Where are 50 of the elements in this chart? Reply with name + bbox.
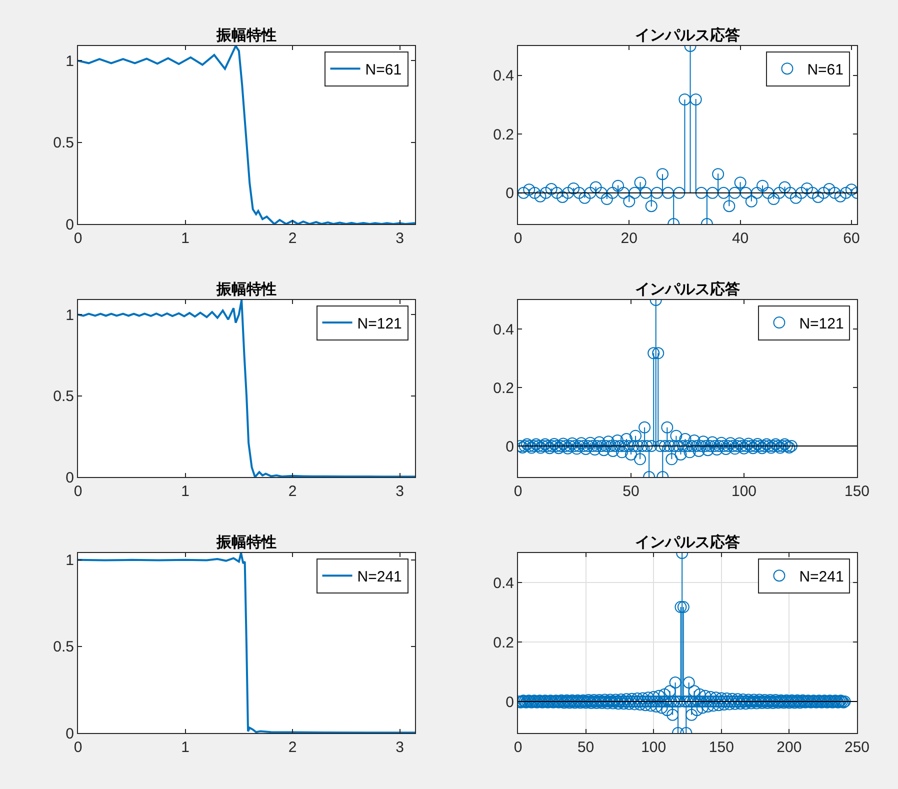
- chart-title: インパルス応答: [635, 26, 740, 44]
- x-tick-label: 3: [396, 483, 404, 500]
- chart-title: 振幅特性: [216, 534, 276, 551]
- legend-label: N=121: [357, 315, 402, 332]
- y-tick-label: 0.2: [493, 380, 514, 397]
- y-tick-label: 0: [66, 469, 74, 486]
- chart-title: インパルス応答: [635, 533, 740, 551]
- y-tick-label: 0.4: [493, 321, 514, 338]
- x-tick-label: 60: [843, 230, 860, 247]
- y-tick-label: 1: [66, 52, 74, 70]
- y-tick-label: 1: [66, 552, 74, 570]
- y-tick-label: 0.2: [493, 634, 514, 652]
- x-tick-label: 40: [732, 230, 749, 247]
- legend-label: N=241: [799, 568, 844, 586]
- x-tick-label: 1: [181, 483, 190, 500]
- x-tick-label: 3: [396, 230, 404, 247]
- y-tick-label: 0: [506, 694, 514, 711]
- y-tick-label: 0.5: [53, 134, 74, 152]
- x-tick-label: 1: [181, 739, 190, 756]
- x-tick-label: 3: [396, 739, 404, 756]
- x-tick-label: 150: [708, 739, 734, 756]
- x-tick-label: 100: [641, 739, 666, 756]
- y-tick-label: 0.5: [53, 638, 74, 656]
- x-tick-label: 2: [288, 739, 297, 756]
- y-tick-label: 0.4: [493, 68, 514, 85]
- chart-title: インパルス応答: [635, 280, 740, 298]
- chart-title: 振幅特性: [216, 27, 276, 44]
- x-tick-label: 20: [620, 230, 638, 247]
- y-tick-label: 0: [506, 185, 514, 202]
- y-tick-label: 0.5: [53, 388, 74, 406]
- legend-label: N=121: [799, 315, 844, 332]
- y-tick-label: 1: [66, 306, 74, 324]
- chart-title: 振幅特性: [216, 281, 276, 298]
- y-tick-label: 0: [506, 438, 514, 456]
- x-tick-label: 2: [288, 483, 297, 500]
- legend-label: N=241: [357, 568, 402, 586]
- x-tick-label: 100: [731, 483, 757, 500]
- x-tick-label: 150: [844, 483, 870, 500]
- x-tick-label: 2: [288, 230, 297, 247]
- y-tick-label: 0.4: [493, 574, 514, 592]
- y-tick-label: 0: [66, 725, 74, 742]
- x-tick-label: 50: [577, 739, 594, 756]
- y-tick-label: 0.2: [493, 126, 514, 144]
- legend-label: N=61: [365, 61, 402, 78]
- x-tick-label: 250: [844, 739, 870, 756]
- y-tick-label: 0: [66, 216, 74, 234]
- x-tick-label: 1: [181, 230, 190, 247]
- x-tick-label: 50: [622, 483, 640, 500]
- legend-label: N=61: [807, 61, 844, 78]
- x-tick-label: 200: [776, 739, 802, 756]
